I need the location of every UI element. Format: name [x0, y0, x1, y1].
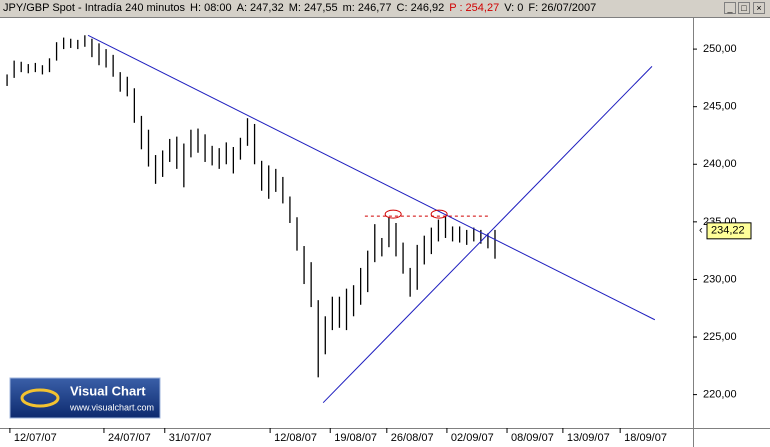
close-button[interactable]: ×	[753, 2, 765, 14]
header-field: m: 246,77	[342, 2, 392, 14]
y-tick-label: 245,00	[703, 101, 737, 113]
x-tick-label: 31/07/07	[169, 432, 212, 444]
x-tick-label: 13/09/07	[567, 432, 610, 444]
header-field: V: 0	[504, 2, 524, 14]
highlight-circle	[384, 209, 402, 219]
header-field: P : 254,27	[449, 2, 500, 14]
x-tick-label: 08/09/07	[511, 432, 554, 444]
y-tick-label: 220,00	[703, 389, 737, 401]
x-tick-label: 02/09/07	[451, 432, 494, 444]
x-tick-label: 12/07/07	[14, 432, 57, 444]
x-tick-label: 26/08/07	[391, 432, 434, 444]
last-price-box	[706, 222, 752, 240]
trendline	[87, 34, 656, 321]
x-tick-label: 19/08/07	[334, 432, 377, 444]
y-tick-label: 230,00	[703, 273, 737, 285]
logo-icon	[20, 388, 60, 408]
header-field: A: 247,32	[236, 2, 284, 14]
plot-area	[0, 18, 693, 428]
header-field: JPY/GBP Spot - Intradía 240 minutos	[3, 2, 186, 14]
header-field: H: 08:00	[190, 2, 232, 14]
logo-url: www.visualchart.com	[69, 402, 154, 412]
logo-box	[9, 377, 161, 419]
y-tick-label: 225,00	[703, 331, 737, 343]
y-tick-label: 250,00	[703, 43, 737, 55]
y-tick-label: 240,00	[703, 158, 737, 170]
minimize-button[interactable]: _	[724, 2, 736, 14]
trendline	[322, 66, 653, 404]
x-tick-label: 18/09/07	[624, 432, 667, 444]
header-field: F: 26/07/2007	[528, 2, 597, 14]
x-tick-label: 12/08/07	[274, 432, 317, 444]
logo-title: Visual Chart	[70, 383, 146, 398]
last-price-label: 234,22	[711, 225, 745, 237]
header-field: M: 247,55	[288, 2, 338, 14]
last-price-pointer: ‹	[699, 225, 703, 237]
header-field: C: 246,92	[396, 2, 445, 14]
highlight-circle	[430, 209, 448, 219]
x-tick-label: 24/07/07	[108, 432, 151, 444]
restore-button[interactable]: □	[738, 2, 750, 14]
header-bar: JPY/GBP Spot - Intradía 240 minutos H: 08…	[0, 0, 770, 18]
